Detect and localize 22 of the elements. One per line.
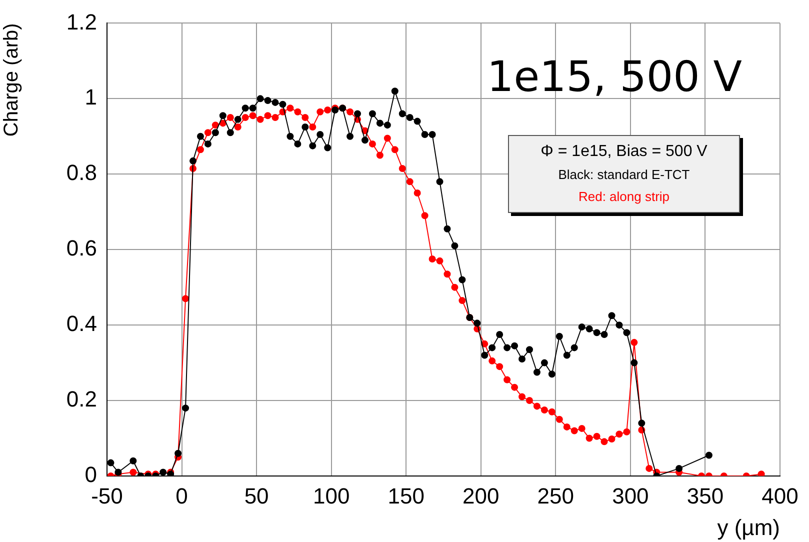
y-tick-label: 0.8 [66, 160, 97, 186]
x-tick-label: 400 [762, 483, 798, 508]
note-box: Φ = 1e15, Bias = 500 V Black: standard E-TCT Red: along strip [508, 135, 740, 213]
x-tick-label: 50 [244, 483, 269, 508]
x-tick-label: 250 [537, 483, 574, 508]
x-tick-label: 100 [312, 483, 350, 508]
annotation: Black: standard E-TCT [557, 166, 691, 184]
annotation: Red: along strip [577, 188, 671, 206]
x-tick-label: 0 [176, 483, 188, 508]
x-tick-label: 150 [388, 483, 424, 508]
x-tick-label: 300 [612, 483, 649, 508]
y-tick-label: 1.2 [66, 9, 97, 34]
y-tick-label: 1 [84, 84, 97, 110]
y-axis-title: Charge (arb) [0, 23, 23, 137]
y-tick-label: 0.6 [66, 236, 97, 261]
y-tick-label: 0.4 [66, 311, 97, 336]
x-tick-label: 350 [686, 483, 724, 508]
x-axis-title: y (µm) [717, 514, 780, 540]
annotation: Φ = 1e15, Bias = 500 V [540, 142, 708, 162]
annotation: 1e15, 500 V [487, 52, 742, 101]
x-tick-label: 200 [462, 483, 500, 508]
y-tick-label: 0.2 [66, 386, 97, 412]
